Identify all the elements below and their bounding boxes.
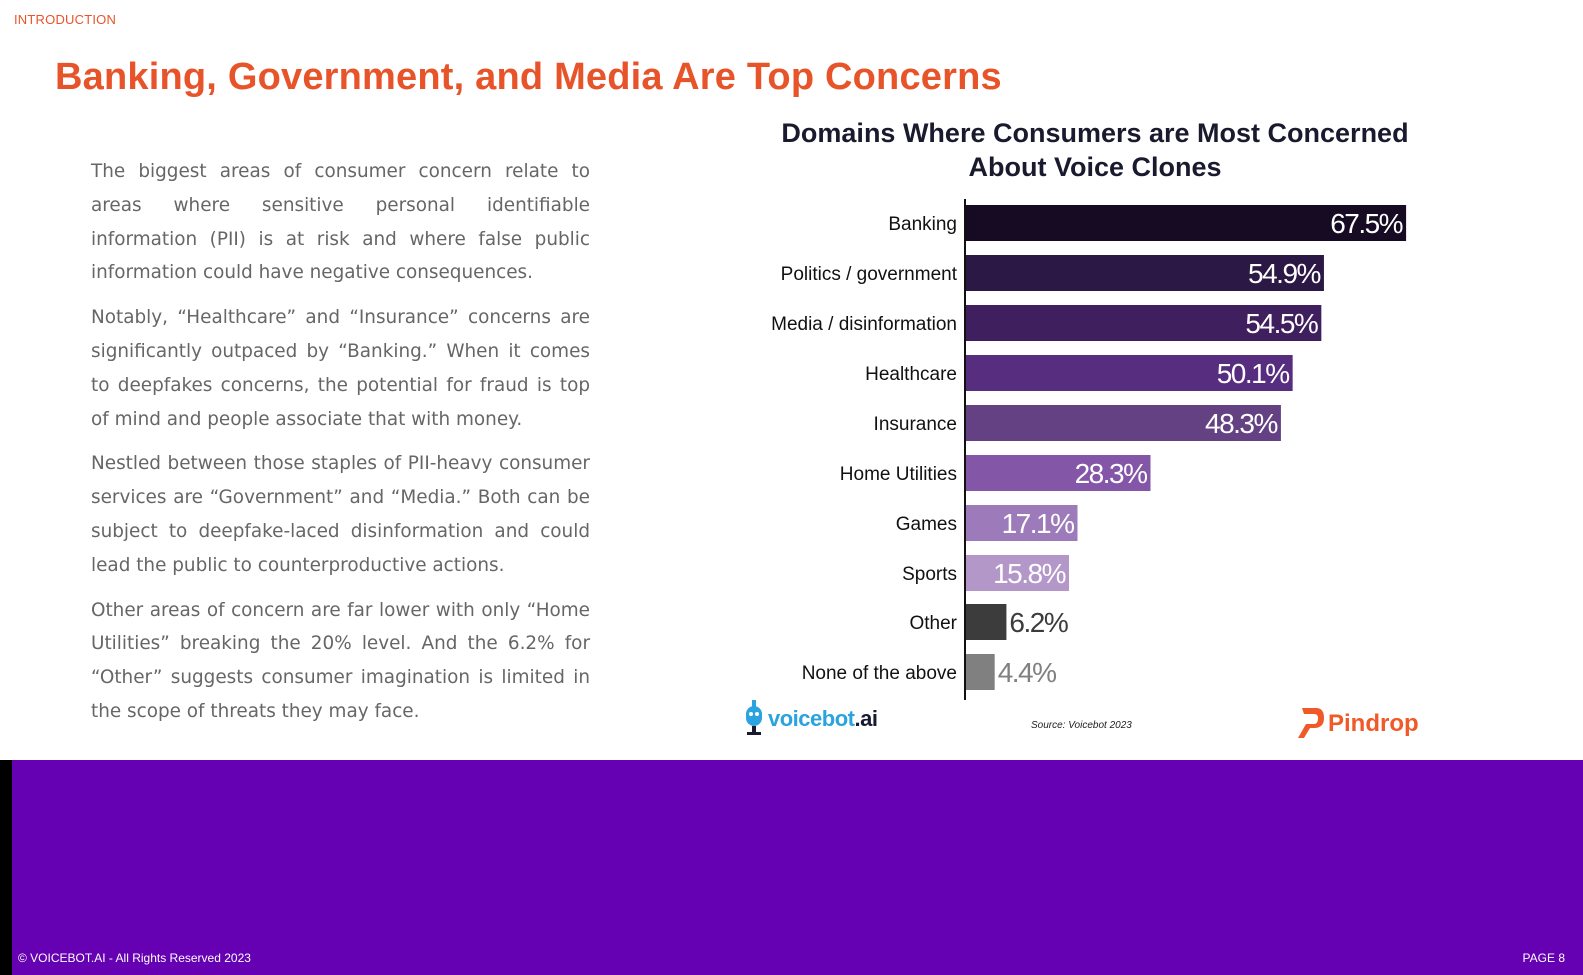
microphone-icon <box>746 700 762 735</box>
voicebot-wordmark-ai: .ai <box>854 706 878 731</box>
bar-2 <box>966 305 1322 341</box>
body-paragraph-4: Other areas of concern are far lower wit… <box>91 599 590 722</box>
section-label: INTRODUCTION <box>14 12 117 27</box>
value-label-4: 48.3% <box>1205 408 1277 439</box>
category-label-1: Politics / government <box>781 264 958 285</box>
category-label-0: Banking <box>888 214 957 235</box>
bar-3 <box>966 355 1293 391</box>
page-number: PAGE 8 <box>1522 951 1565 965</box>
bar-9 <box>966 654 995 690</box>
footer-edge <box>0 760 12 975</box>
pindrop-icon <box>1298 708 1324 738</box>
voicebot-wordmark: voicebot.ai <box>768 706 878 732</box>
pindrop-wordmark: Pindrop <box>1328 710 1419 737</box>
category-label-4: Insurance <box>874 414 957 435</box>
voicebot-logo: voicebot.ai <box>742 700 878 738</box>
bar-8 <box>966 604 1007 640</box>
body-paragraph-3: Nestled between those staples of PII-hea… <box>91 453 590 576</box>
bar-chart: Banking 67.5% Politics / government 54.9% Me… <box>771 199 1407 700</box>
bar-1 <box>966 255 1324 291</box>
voicebot-wordmark-main: voicebot <box>768 706 855 731</box>
bar-4 <box>966 405 1281 441</box>
category-label-5: Home Utilities <box>840 464 957 485</box>
value-label-9: 4.4% <box>998 657 1056 688</box>
body-paragraph-1: The biggest areas of consumer concern re… <box>91 161 590 284</box>
value-label-2: 54.5% <box>1245 308 1317 339</box>
page-title: Banking, Government, and Media Are Top C… <box>55 56 1002 98</box>
value-label-7: 15.8% <box>993 558 1065 589</box>
value-label-0: 67.5% <box>1330 208 1402 239</box>
category-label-6: Games <box>896 514 957 535</box>
footer-copyright: © VOICEBOT.AI - All Rights Reserved 2023 <box>18 951 251 965</box>
chart-source: Source: Voicebot 2023 <box>1031 720 1132 731</box>
category-label-9: None of the above <box>802 663 957 684</box>
category-label-2: Media / disinformation <box>771 314 957 335</box>
chart-title: Domains Where Consumers are Most Concern… <box>781 118 1409 182</box>
value-label-6: 17.1% <box>1002 508 1074 539</box>
bar-7 <box>966 555 1070 591</box>
value-label-1: 54.9% <box>1248 258 1320 289</box>
category-label-7: Sports <box>902 564 957 585</box>
value-label-3: 50.1% <box>1217 358 1289 389</box>
body-text: The biggest areas of consumer concern re… <box>91 155 590 740</box>
value-label-5: 28.3% <box>1075 458 1147 489</box>
bar-6 <box>966 505 1078 541</box>
bar-5 <box>966 455 1151 491</box>
body-paragraph-2: Notably, “Healthcare” and “Insurance” co… <box>91 307 590 430</box>
category-label-3: Healthcare <box>865 364 957 385</box>
value-label-8: 6.2% <box>1009 607 1067 638</box>
bar-0 <box>966 205 1407 241</box>
footer-band <box>0 760 1583 975</box>
category-label-8: Other <box>909 613 957 634</box>
pindrop-logo: Pindrop <box>1296 706 1426 744</box>
